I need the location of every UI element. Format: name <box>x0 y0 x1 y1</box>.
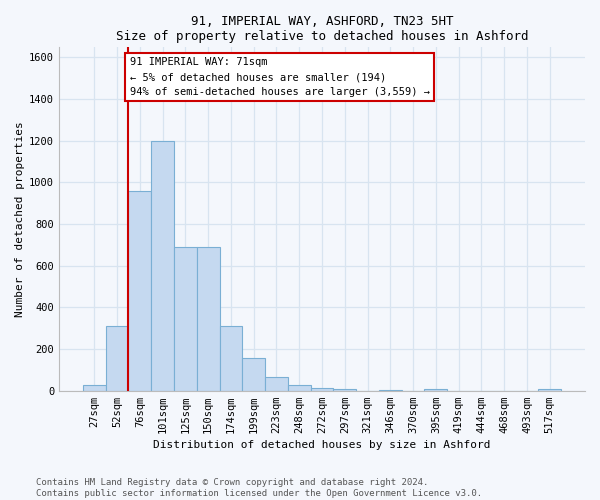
Bar <box>197 247 220 390</box>
Bar <box>106 326 128 390</box>
Bar <box>334 388 356 390</box>
Text: 91 IMPERIAL WAY: 71sqm
← 5% of detached houses are smaller (194)
94% of semi-det: 91 IMPERIAL WAY: 71sqm ← 5% of detached … <box>130 58 430 97</box>
Bar <box>151 140 174 390</box>
Title: 91, IMPERIAL WAY, ASHFORD, TN23 5HT
Size of property relative to detached houses: 91, IMPERIAL WAY, ASHFORD, TN23 5HT Size… <box>116 15 528 43</box>
Bar <box>128 190 151 390</box>
Bar <box>265 377 288 390</box>
Y-axis label: Number of detached properties: Number of detached properties <box>15 121 25 316</box>
Bar <box>311 388 334 390</box>
Bar <box>174 247 197 390</box>
Bar <box>424 388 447 390</box>
Bar <box>83 386 106 390</box>
Bar <box>242 358 265 390</box>
X-axis label: Distribution of detached houses by size in Ashford: Distribution of detached houses by size … <box>153 440 491 450</box>
Text: Contains HM Land Registry data © Crown copyright and database right 2024.
Contai: Contains HM Land Registry data © Crown c… <box>36 478 482 498</box>
Bar <box>288 386 311 390</box>
Bar <box>538 388 561 390</box>
Bar <box>220 326 242 390</box>
